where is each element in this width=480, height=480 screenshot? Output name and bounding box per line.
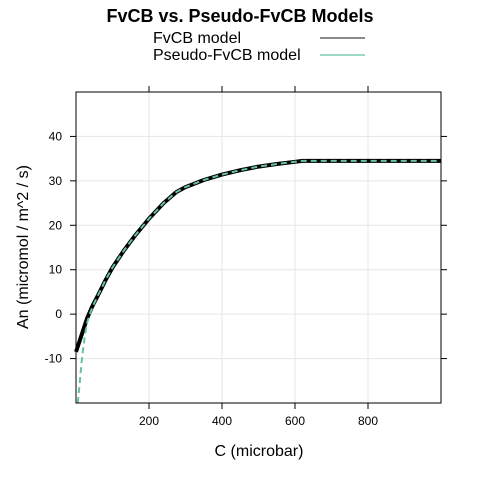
x-axis-label: C (microbar) (215, 443, 304, 460)
y-tick-label: -10 (45, 352, 63, 366)
x-tick-label: 200 (139, 414, 159, 428)
legend-label-pseudo-fvcb: Pseudo-FvCB model (153, 47, 301, 64)
legend: FvCB model Pseudo-FvCB model (153, 30, 365, 64)
y-tick-label: 30 (49, 174, 63, 188)
plot-frame (75, 91, 442, 404)
y-tick-label: 40 (49, 129, 63, 143)
ticks: 200 400 600 800 -10 0 10 20 30 40 (45, 86, 447, 428)
chart-title: FvCB vs. Pseudo-FvCB Models (106, 6, 373, 26)
series-line-pseudo-fvcb (76, 159, 441, 404)
x-tick-label: 400 (212, 414, 232, 428)
y-tick-label: 0 (55, 307, 62, 321)
series-line-fvcb (74, 158, 441, 353)
series-layer (74, 158, 441, 404)
y-axis-label: An (micromol / m^2 / s) (15, 165, 32, 329)
legend-label-fvcb: FvCB model (153, 30, 241, 47)
y-tick-label: 20 (49, 218, 63, 232)
x-tick-label: 800 (358, 414, 378, 428)
grid (76, 92, 441, 403)
x-tick-label: 600 (285, 414, 305, 428)
y-tick-label: 10 (49, 263, 63, 277)
